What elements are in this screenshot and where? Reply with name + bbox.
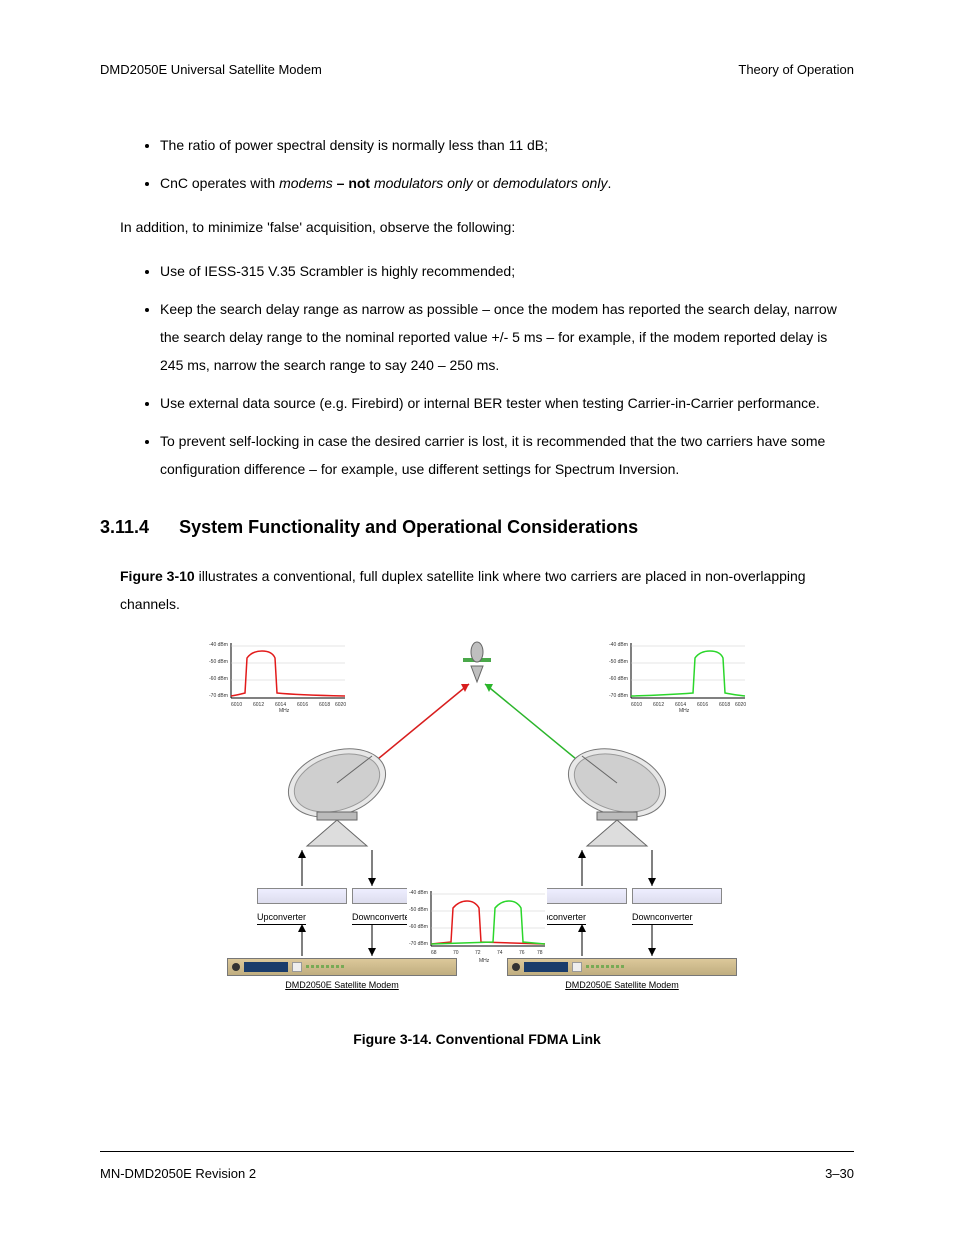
text: .	[607, 175, 611, 191]
text: or	[473, 175, 493, 191]
upconverter-label: Upconverter	[257, 910, 306, 925]
italic-text: demodulators only	[493, 175, 607, 191]
bullet-item: Keep the search delay range as narrow as…	[160, 295, 854, 379]
svg-text:-60 dBm: -60 dBm	[409, 924, 428, 930]
page-header: DMD2050E Universal Satellite Modem Theor…	[100, 60, 854, 81]
bullet-item: Use of IESS-315 V.35 Scrambler is highly…	[160, 257, 854, 285]
downconverter-right: Downconverter	[632, 888, 722, 922]
bullet-text: The ratio of power spectral density is n…	[160, 137, 548, 153]
figure-ref-rest: illustrates a conventional, full duplex …	[120, 568, 806, 612]
footer-left: MN-DMD2050E Revision 2	[100, 1164, 256, 1185]
modem-label: DMD2050E Satellite Modem	[227, 978, 457, 992]
bold-text: – not	[333, 175, 374, 191]
bullet-item: CnC operates with modems – not modulator…	[160, 169, 854, 197]
downconverter-label: Downconverter	[352, 910, 413, 925]
svg-text:72: 72	[475, 950, 481, 956]
upconverter-left: Upconverter	[257, 888, 347, 922]
svg-text:76: 76	[519, 950, 525, 956]
figure-caption: Figure 3-14. Conventional FDMA Link	[100, 1028, 854, 1050]
modem-right: DMD2050E Satellite Modem	[507, 958, 737, 994]
page-footer: MN-DMD2050E Revision 2 3–30	[100, 1151, 854, 1185]
svg-text:74: 74	[497, 950, 503, 956]
figure-ref-paragraph: Figure 3-10 illustrates a conventional, …	[100, 562, 854, 618]
modem-label: DMD2050E Satellite Modem	[507, 978, 737, 992]
svg-text:78: 78	[537, 950, 543, 956]
spectrum-center: -40 dBm -50 dBm -60 dBm -70 dBm 68 70 72 74 7…	[407, 886, 547, 966]
svg-text:-40 dBm: -40 dBm	[409, 890, 428, 896]
svg-text:70: 70	[453, 950, 459, 956]
header-right: Theory of Operation	[738, 60, 854, 81]
svg-text:-70 dBm: -70 dBm	[409, 941, 428, 947]
bullets-main: Use of IESS-315 V.35 Scrambler is highly…	[100, 257, 854, 483]
italic-text: modems	[279, 175, 333, 191]
section-number: 3.11.4	[100, 513, 149, 542]
italic-text: modulators only	[374, 175, 473, 191]
bullet-item: To prevent self-locking in case the desi…	[160, 427, 854, 483]
figure-ref-bold: Figure 3-10	[120, 568, 195, 584]
upconverter-right: Upconverter	[537, 888, 627, 922]
svg-text:68: 68	[431, 950, 437, 956]
svg-text:MHz: MHz	[479, 958, 490, 964]
modem-left: DMD2050E Satellite Modem	[227, 958, 457, 994]
bullets-top: The ratio of power spectral density is n…	[100, 131, 854, 197]
bullet-text: CnC operates with	[160, 175, 279, 191]
svg-text:-50 dBm: -50 dBm	[409, 907, 428, 913]
section-heading: 3.11.4 System Functionality and Operatio…	[100, 513, 854, 542]
fdma-diagram: -40 dBm-50 dBm -60 dBm-70 dBm 6010601260…	[207, 638, 747, 1018]
header-left: DMD2050E Universal Satellite Modem	[100, 60, 322, 81]
footer-right: 3–30	[825, 1164, 854, 1185]
bullet-item: Use external data source (e.g. Firebird)…	[160, 389, 854, 417]
section-title: System Functionality and Operational Con…	[179, 513, 638, 542]
downconverter-label: Downconverter	[632, 910, 693, 925]
bullet-item: The ratio of power spectral density is n…	[160, 131, 854, 159]
intro-paragraph: In addition, to minimize 'false' acquisi…	[100, 213, 854, 241]
